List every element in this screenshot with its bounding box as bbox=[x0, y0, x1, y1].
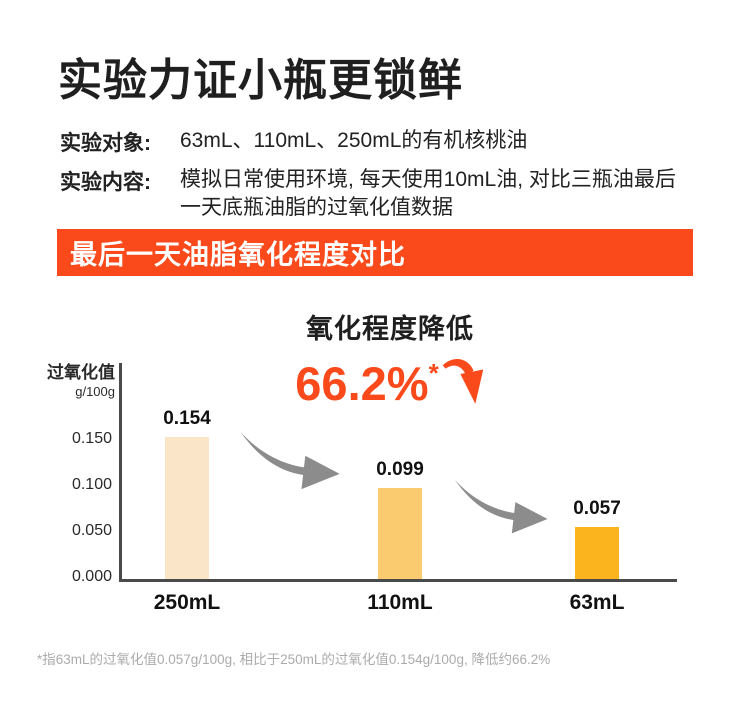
annotation-asterisk: * bbox=[428, 358, 439, 388]
y-axis-title: 过氧化值 bbox=[47, 363, 115, 382]
section-banner-title: 最后一天油脂氧化程度对比 bbox=[70, 240, 406, 270]
down-trend-arrow-icon-2 bbox=[454, 479, 548, 534]
bar-value-label: 0.099 bbox=[376, 459, 424, 480]
experiment-content-text: 模拟日常使用环境, 每天使用10mL油, 对比三瓶油最后一天底瓶油脂的过氧化值数… bbox=[180, 168, 676, 219]
bar-category-label: 110mL bbox=[367, 591, 433, 614]
y-tick-label: 0.150 bbox=[71, 430, 112, 447]
chart-annotation: 氧化程度降低 66.2%* bbox=[272, 307, 508, 409]
bar-value-label: 0.057 bbox=[573, 498, 621, 519]
bar-110mL bbox=[378, 488, 422, 579]
annotation-value: 66.2%* bbox=[272, 348, 508, 409]
y-axis-unit: g/100g bbox=[75, 384, 115, 399]
bar-chart: 氧化程度降低 66.2%* 过氧化值 g/100g 0.000 0.050 0.10… bbox=[0, 295, 750, 645]
experiment-content-label: 实验内容: bbox=[60, 171, 151, 194]
x-axis bbox=[119, 579, 677, 582]
experiment-subject-text: 63mL、110mL、250mL的有机核桃油 bbox=[180, 129, 528, 152]
footnote: *指63mL的过氧化值0.057g/100g, 相比于250mL的过氧化值0.1… bbox=[37, 652, 551, 667]
experiment-subject-label: 实验对象: bbox=[60, 132, 151, 155]
bar-value-label: 0.154 bbox=[163, 408, 211, 429]
bar-250mL bbox=[165, 437, 209, 579]
bar-63mL bbox=[575, 527, 619, 579]
down-trend-arrow-icon-1 bbox=[240, 431, 340, 490]
decrease-curved-arrow-icon bbox=[442, 359, 483, 404]
y-axis bbox=[119, 363, 122, 582]
y-tick-label: 0.100 bbox=[71, 476, 112, 493]
page-title: 实验力证小瓶更锁鲜 bbox=[58, 56, 463, 105]
bar-category-label: 63mL bbox=[569, 591, 625, 614]
section-banner: 最后一天油脂氧化程度对比 bbox=[57, 229, 693, 276]
annotation-percent: 66.2% bbox=[295, 357, 429, 410]
bar-category-label: 250mL bbox=[153, 591, 221, 614]
annotation-text: 氧化程度降低 bbox=[306, 314, 474, 344]
y-tick-label: 0.050 bbox=[71, 522, 112, 539]
y-tick-label: 0.000 bbox=[71, 568, 112, 585]
